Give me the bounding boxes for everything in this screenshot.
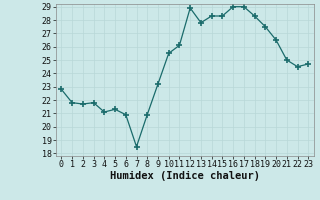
X-axis label: Humidex (Indice chaleur): Humidex (Indice chaleur) xyxy=(110,171,260,181)
